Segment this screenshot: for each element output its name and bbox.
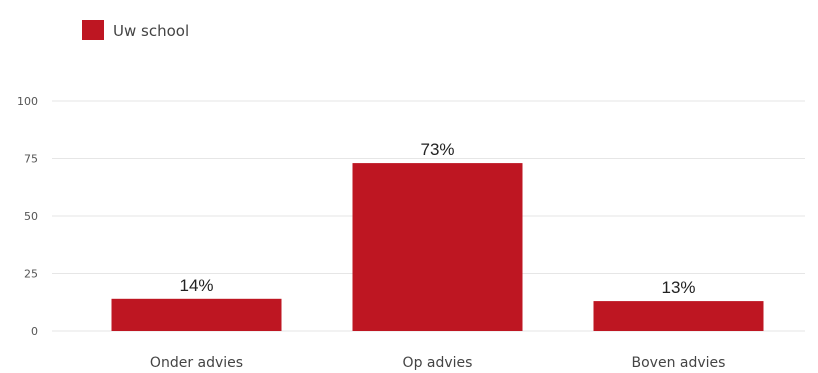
x-label-op-advies: Op advies	[403, 355, 473, 371]
x-label-onder-advies: Onder advies	[150, 355, 243, 371]
y-tick-label-50: 50	[24, 210, 38, 223]
y-tick-label-0: 0	[31, 325, 38, 338]
y-axis-tick-labels: 0 25 50 75 100	[17, 95, 38, 338]
legend-swatch-uw-school	[82, 20, 104, 40]
data-label-op-advies: 73%	[420, 140, 454, 159]
bar-op-advies	[352, 163, 523, 331]
data-labels: 14% 73% 13%	[179, 140, 695, 297]
bar-onder-advies	[111, 298, 282, 331]
data-label-boven-advies: 13%	[661, 278, 695, 297]
y-tick-label-100: 100	[17, 95, 38, 108]
legend-label-uw-school: Uw school	[113, 22, 189, 40]
data-label-onder-advies: 14%	[179, 276, 213, 295]
y-tick-label-75: 75	[24, 153, 38, 166]
bar-boven-advies	[593, 301, 764, 331]
x-axis-category-labels: Onder advies Op advies Boven advies	[150, 355, 726, 371]
y-tick-label-25: 25	[24, 268, 38, 281]
legend: Uw school	[82, 20, 189, 40]
bars	[111, 163, 764, 331]
x-label-boven-advies: Boven advies	[632, 355, 726, 371]
